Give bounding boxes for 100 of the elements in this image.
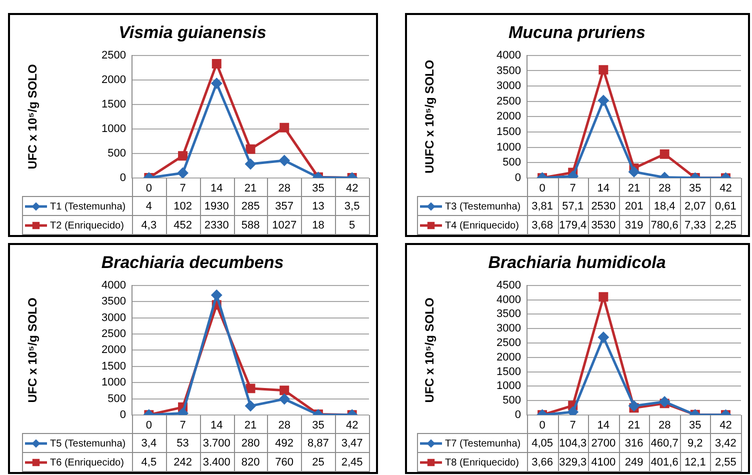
data-label: 8,87	[308, 438, 329, 450]
y-tick-label: 1500	[496, 366, 521, 378]
legend-label: T5 (Testemunha)	[50, 438, 126, 450]
y-tick-label: 4000	[496, 294, 521, 306]
data-label: 2330	[204, 220, 229, 232]
x-tick-label: 14	[597, 182, 610, 195]
data-label: 18	[312, 220, 324, 232]
point	[278, 154, 290, 166]
chart-title: Brachiaria decumbens	[101, 252, 284, 272]
data-label: 57,1	[562, 200, 584, 213]
y-tick-label: 0	[120, 409, 126, 422]
y-tick-label: 500	[108, 392, 126, 405]
point	[598, 65, 608, 75]
data-label: 18,4	[654, 200, 676, 213]
legend-label: T2 (Enriquecido)	[50, 220, 124, 232]
y-tick-label: 2500	[496, 337, 521, 350]
x-tick-label: 21	[628, 420, 640, 432]
y-tick-label: 3000	[496, 80, 521, 92]
x-tick-label: 42	[346, 420, 358, 432]
data-label: 3,42	[715, 438, 736, 450]
y-tick-label: 0	[514, 172, 521, 184]
data-label: 3,47	[341, 438, 363, 450]
y-tick-label: 2500	[102, 49, 126, 62]
x-tick-label: 35	[689, 182, 702, 195]
y-tick-label: 1500	[102, 98, 126, 110]
y-tick-label: 3000	[496, 322, 521, 335]
data-label: 492	[275, 438, 294, 450]
data-label: 102	[174, 200, 192, 213]
x-tick-label: 0	[146, 420, 152, 432]
data-label: 4	[146, 200, 152, 213]
data-label: 4,5	[141, 456, 157, 469]
x-tick-label: 14	[597, 420, 610, 432]
data-label: 1930	[204, 200, 229, 213]
legend-label: T6 (Enriquecido)	[50, 457, 124, 468]
point	[598, 292, 608, 302]
point	[567, 406, 578, 415]
y-tick-label: 1000	[102, 122, 126, 135]
y-tick-label: 1500	[496, 126, 521, 138]
y-tick-label: 0	[120, 172, 126, 184]
data-label: 329,3	[559, 456, 587, 469]
data-label: 2700	[591, 438, 616, 450]
y-tick-label: 2500	[496, 95, 521, 108]
data-label: 780,6	[650, 220, 678, 232]
x-tick-label: 21	[628, 182, 640, 195]
point	[280, 122, 290, 132]
data-label: 285	[241, 200, 260, 213]
y-tick-label: 500	[502, 394, 521, 407]
data-label: 3,4	[141, 438, 157, 450]
data-label: 3,66	[532, 456, 553, 469]
legend-label: T4 (Enriquecido)	[445, 220, 519, 232]
point	[211, 290, 222, 301]
data-label: 460,7	[650, 438, 678, 450]
x-tick-label: 7	[570, 420, 576, 432]
data-label: 401,6	[650, 456, 678, 469]
data-label: 12,1	[684, 456, 706, 469]
data-label: 179,4	[559, 220, 587, 232]
data-label: 588	[241, 220, 260, 232]
data-label: 249	[624, 456, 644, 469]
data-label: 104,3	[559, 438, 587, 450]
chart-title: Mucuna pruriens	[508, 22, 646, 42]
point	[211, 78, 222, 89]
point	[246, 144, 256, 154]
y-axis-title: UFC x 10⁵/g SOLO	[422, 298, 437, 403]
x-tick-label: 14	[210, 420, 223, 432]
y-tick-label: 4000	[496, 49, 521, 62]
x-tick-label: 21	[244, 182, 257, 195]
y-tick-label: 2000	[102, 344, 126, 356]
data-label: 4,3	[141, 220, 157, 232]
y-axis-title: UFC x 10⁵/g SOLO	[26, 64, 40, 170]
legend-label: T3 (Testemunha)	[445, 201, 521, 212]
y-tick-label: 2500	[102, 328, 126, 340]
x-tick-label: 0	[146, 182, 152, 195]
data-label: 316	[624, 438, 644, 450]
chart-title: Vismia guianensis	[118, 22, 266, 42]
y-axis-title: UFC x 10⁵/g SOLO	[26, 298, 40, 403]
data-label: 3530	[591, 220, 616, 232]
y-tick-label: 1000	[496, 380, 521, 392]
data-label: 201	[624, 200, 644, 213]
y-tick-label: 4000	[102, 279, 126, 292]
data-label: 2,55	[715, 456, 736, 469]
y-tick-label: 4500	[496, 279, 521, 292]
y-tick-label: 1000	[102, 376, 126, 389]
point	[598, 94, 609, 106]
data-label: 452	[174, 220, 192, 232]
x-tick-label: 28	[658, 420, 671, 432]
x-tick-label: 0	[539, 420, 546, 432]
x-tick-label: 35	[312, 182, 324, 195]
x-tick-label: 21	[244, 420, 257, 432]
data-label: 25	[312, 456, 324, 469]
data-label: 3,68	[532, 220, 553, 232]
data-label: 280	[241, 438, 260, 450]
y-tick-label: 1000	[496, 141, 521, 154]
point	[212, 58, 222, 68]
point	[598, 332, 609, 343]
y-tick-label: 3500	[496, 308, 521, 320]
legend-label: T1 (Testemunha)	[50, 201, 126, 212]
x-tick-label: 28	[278, 420, 290, 432]
legend-label: T8 (Enriquecido)	[445, 457, 519, 468]
data-label: 4,05	[532, 438, 553, 450]
data-label: 2,45	[341, 456, 363, 469]
